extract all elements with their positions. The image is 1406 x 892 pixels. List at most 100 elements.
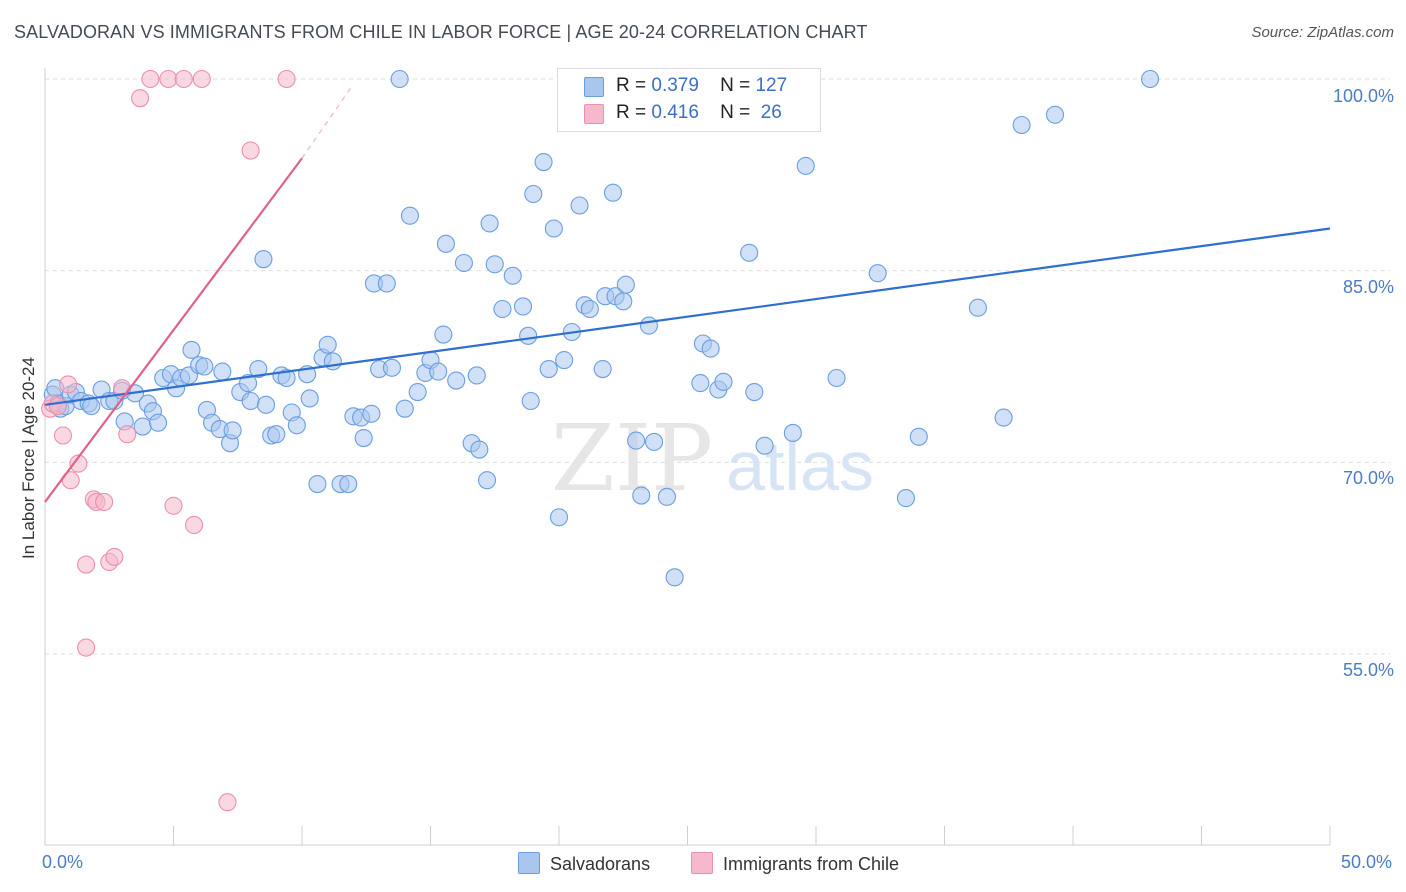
point-chile (241, 141, 260, 160)
point-chile (118, 425, 137, 444)
point-salvadorans (339, 475, 358, 494)
point-salvadorans (400, 206, 419, 225)
point-chile (59, 375, 78, 394)
point-chile (53, 426, 73, 445)
x-tick-max: 50.0% (1340, 852, 1392, 872)
point-chile (77, 638, 96, 657)
point-salvadorans (580, 299, 599, 319)
point-salvadorans (249, 360, 268, 379)
legend-swatch-blue (518, 852, 540, 874)
point-chile (69, 454, 88, 473)
r-label: R = (616, 75, 647, 96)
point-salvadorans (1012, 115, 1031, 135)
legend-label: Immigrants from Chile (723, 854, 900, 874)
point-salvadorans (485, 255, 504, 274)
r-label: R = (616, 102, 647, 123)
point-salvadorans (195, 357, 214, 376)
point-salvadorans (256, 395, 276, 414)
point-salvadorans (447, 371, 466, 390)
point-salvadorans (493, 299, 512, 319)
point-salvadorans (277, 368, 296, 388)
legend-label: Salvadorans (550, 854, 651, 874)
point-salvadorans (149, 413, 168, 432)
point-salvadorans (300, 389, 319, 408)
point-chile (48, 397, 67, 416)
n-label: N = (720, 75, 751, 96)
point-salvadorans (783, 423, 802, 442)
point-salvadorans (627, 431, 646, 450)
point-salvadorans (665, 568, 684, 587)
point-chile (77, 555, 96, 574)
point-salvadorans (477, 471, 497, 490)
y-tick-55: 55.0% (1342, 660, 1394, 680)
point-salvadorans (238, 374, 258, 393)
point-salvadorans (796, 156, 815, 175)
point-salvadorans (868, 264, 887, 283)
point-salvadorans (570, 196, 589, 215)
point-salvadorans (454, 253, 473, 273)
point-salvadorans (593, 360, 612, 379)
point-salvadorans (603, 183, 623, 202)
watermark-zip: ZIP (551, 405, 713, 512)
point-salvadorans (755, 436, 774, 455)
point-chile (159, 69, 178, 89)
point-salvadorans (308, 475, 327, 494)
point-salvadorans (632, 486, 651, 505)
point-salvadorans (354, 429, 373, 448)
legend-swatch-pink (691, 852, 713, 874)
point-chile (141, 69, 160, 89)
data-points (41, 69, 1160, 812)
point-salvadorans (323, 352, 342, 371)
point-salvadorans (740, 243, 759, 262)
trendline-chile (44, 157, 303, 503)
point-salvadorans (182, 340, 201, 359)
point-salvadorans (429, 362, 448, 381)
correlation-legend: R = 0.379 N = 127 R = 0.416 N = 26 (557, 68, 821, 132)
point-salvadorans (994, 408, 1013, 427)
trendline-salvadorans (44, 227, 1331, 406)
point-salvadorans (539, 360, 558, 379)
point-salvadorans (362, 404, 381, 423)
legend-swatch-pink (584, 104, 604, 124)
point-salvadorans (544, 219, 563, 238)
point-chile (192, 69, 211, 89)
source-label: Source: ZipAtlas.com (1251, 24, 1394, 41)
trendlines (44, 83, 1331, 503)
watermark-atlas: atlas (726, 427, 874, 505)
axes (44, 68, 1331, 846)
point-salvadorans (133, 417, 152, 436)
point-salvadorans (645, 432, 664, 451)
point-salvadorans (555, 351, 574, 370)
point-salvadorans (534, 153, 553, 172)
y-tick-85: 85.0% (1342, 277, 1394, 297)
point-salvadorans (1141, 69, 1160, 89)
y-tick-70: 70.0% (1342, 468, 1394, 488)
point-salvadorans (318, 335, 337, 354)
point-salvadorans (287, 416, 306, 435)
point-salvadorans (377, 274, 396, 293)
point-salvadorans (254, 250, 273, 269)
legend-item-salvadorans: Salvadorans (518, 852, 650, 875)
point-chile (164, 496, 183, 515)
n-value: 26 (760, 102, 782, 123)
point-salvadorans (691, 374, 710, 393)
point-salvadorans (896, 489, 916, 508)
point-salvadorans (267, 425, 286, 444)
point-salvadorans (614, 292, 633, 311)
point-salvadorans (827, 368, 846, 388)
point-salvadorans (909, 427, 928, 446)
point-chile (105, 547, 124, 566)
point-salvadorans (395, 399, 414, 418)
legend-swatch-blue (584, 77, 604, 97)
point-salvadorans (519, 326, 538, 345)
gridlines (45, 78, 1390, 655)
n-value: 127 (755, 75, 788, 96)
point-salvadorans (968, 298, 987, 317)
point-salvadorans (434, 325, 453, 344)
point-salvadorans (657, 487, 676, 506)
point-salvadorans (470, 440, 489, 459)
point-salvadorans (436, 234, 455, 253)
point-chile (185, 515, 204, 534)
point-chile (174, 69, 193, 89)
chart-title: SALVADORAN VS IMMIGRANTS FROM CHILE IN L… (14, 22, 868, 42)
